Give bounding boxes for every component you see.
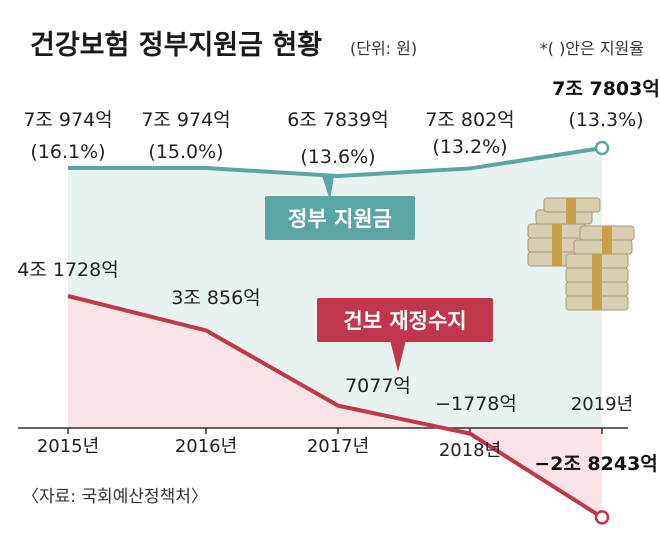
subsidy-data-label: 7조 974억 <box>141 109 230 131</box>
rate-note: *( )안은 지원율 <box>540 39 644 58</box>
subsidy-callout: 정부 지원금 <box>265 176 415 240</box>
balance-series-line <box>67 294 604 520</box>
balance-data-label: −1778억 <box>435 393 517 415</box>
subsidy-rate-label: (13.3%) <box>568 109 643 131</box>
unit-label: (단위: 원) <box>350 39 417 58</box>
balance-data-label: 3조 856억 <box>171 287 260 309</box>
balance-data-label: −2조 8243억 <box>534 453 658 475</box>
subsidy-data-label: 7조 7803억 <box>552 78 660 100</box>
subsidy-rate-label: (15.0%) <box>148 141 223 163</box>
subsidy-rate-label: (13.6%) <box>300 146 375 168</box>
subsidy-data-label: 6조 7839억 <box>287 109 388 131</box>
x-tick-label: 2016년 <box>175 436 237 457</box>
money-stack-icon <box>527 197 635 311</box>
subsidy-point <box>594 140 610 156</box>
subsidy-rate-label: (13.2%) <box>432 136 507 158</box>
balance-callout: 건보 재정수지 <box>317 298 493 372</box>
chart-title: 건강보험 정부지원금 현황 <box>30 30 322 61</box>
subsidy-data-label: 7조 802억 <box>425 109 514 131</box>
subsidy-series-line <box>68 146 603 179</box>
balance-data-label: 7077억 <box>345 375 411 397</box>
x-tick-label: 2017년 <box>307 436 369 457</box>
source-note: 〈자료: 국회예산정책처〉 <box>22 487 208 507</box>
balance-area-positive <box>68 296 444 428</box>
x-tick-label: 2018년 <box>439 440 501 461</box>
x-tick-label: 2015년 <box>37 436 99 457</box>
balance-data-label: 4조 1728억 <box>17 259 118 281</box>
balance-callout-label: 건보 재정수지 <box>343 309 466 333</box>
subsidy-data-label: 7조 974억 <box>23 109 112 131</box>
subsidy-callout-label: 정부 지원금 <box>288 207 392 231</box>
subsidy-rate-label: (16.1%) <box>30 141 105 163</box>
balance-point <box>594 510 610 525</box>
x-tick-label: 2019년 <box>571 394 633 415</box>
balance-area-negative <box>443 428 602 518</box>
